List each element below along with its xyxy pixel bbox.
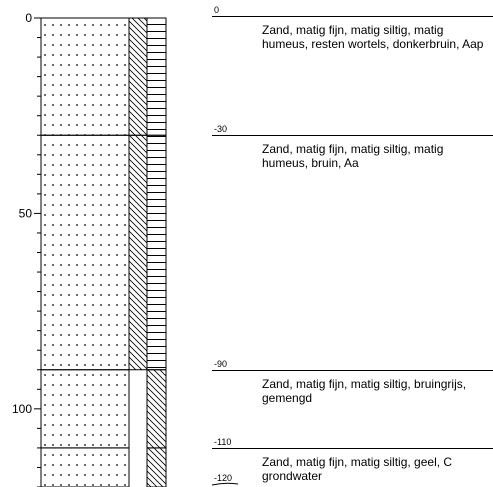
sand-column-segment — [40, 17, 130, 136]
axis-tick-label: 100 — [12, 402, 32, 416]
layer-separator — [212, 16, 493, 17]
sand-column-segment — [40, 369, 130, 449]
silt-hatch-segment — [128, 134, 148, 371]
layer-top-depth: -110 — [214, 437, 232, 447]
layer-top-depth: -90 — [214, 359, 228, 369]
bottom-depth: -120 — [214, 473, 233, 483]
lithology-column — [40, 17, 167, 487]
layer-separator — [212, 448, 493, 449]
layer-top-depth: -30 — [214, 124, 228, 134]
humus-lines-segment — [146, 17, 167, 136]
layer-separator — [212, 370, 493, 371]
layer-top-depth: 0 — [214, 5, 220, 15]
layer-description: Zand, matig fijn, matig siltig, bruingri… — [262, 377, 467, 405]
layer-separator — [212, 135, 493, 136]
silt-hatch-segment — [128, 17, 148, 136]
layer-description: Zand, matig fijn, matig siltig, matig hu… — [262, 23, 484, 51]
axis-tick-label: 0 — [25, 11, 32, 25]
sand-column-segment — [40, 134, 130, 371]
humus-lines-segment — [146, 134, 167, 371]
silt-hatch-segment — [146, 447, 167, 487]
silt-hatch-segment — [146, 369, 167, 449]
bottom-marker — [211, 482, 239, 486]
sand-column-segment — [40, 447, 130, 487]
layer-description: Zand, matig fijn, matig siltig, matig hu… — [262, 142, 444, 170]
axis-tick-label: 50 — [19, 206, 33, 220]
layer-description: Zand, matig fijn, matig siltig, geel, C … — [262, 455, 453, 483]
depth-axis: 0 50 100 — [12, 11, 42, 487]
